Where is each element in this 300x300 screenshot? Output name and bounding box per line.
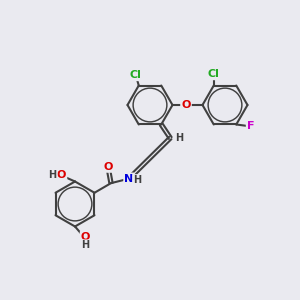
Text: Cl: Cl [130, 70, 142, 80]
Text: H: H [175, 133, 183, 143]
Text: O: O [181, 100, 191, 110]
Text: Cl: Cl [208, 69, 220, 79]
Text: H: H [81, 240, 90, 250]
Text: O: O [103, 162, 113, 172]
Text: H: H [48, 170, 57, 181]
Text: N: N [124, 174, 134, 184]
Text: O: O [81, 232, 90, 242]
Text: H: H [133, 175, 141, 185]
Text: F: F [247, 121, 254, 131]
Text: O: O [57, 170, 66, 181]
